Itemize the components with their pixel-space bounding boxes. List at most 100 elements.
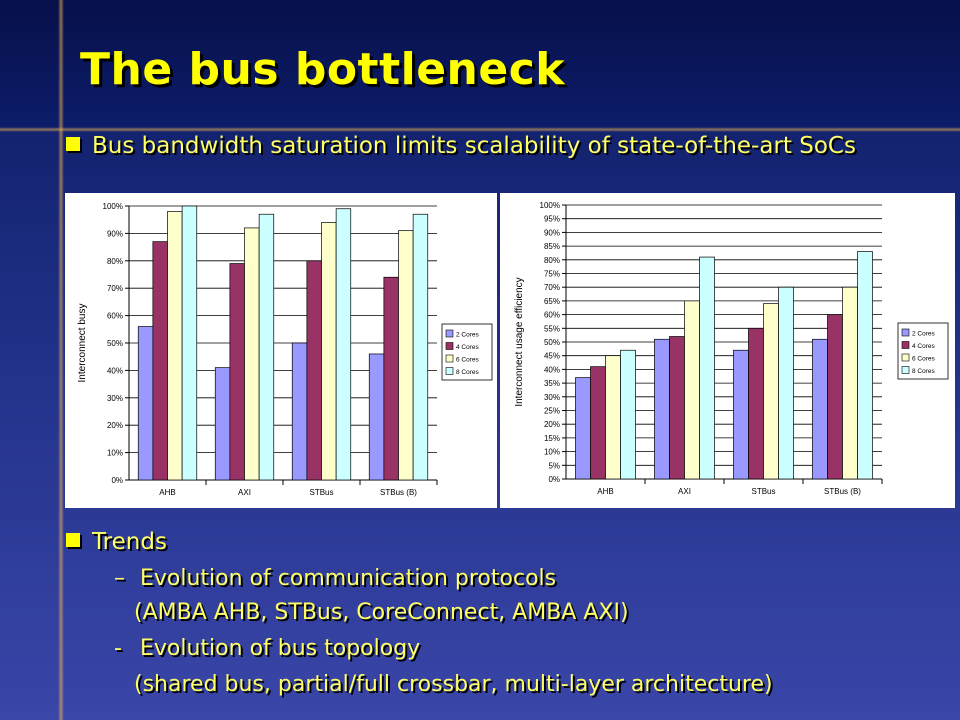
legend-swatch xyxy=(901,341,910,349)
y-tick-label: 15% xyxy=(544,434,560,443)
x-tick-label: AHB xyxy=(159,488,175,497)
y-tick-label: 25% xyxy=(544,407,560,416)
dash-marker: - xyxy=(114,636,122,661)
y-tick-label: 80% xyxy=(107,257,123,266)
legend-label: 6 Cores xyxy=(456,357,480,364)
x-tick-label: STBus (B) xyxy=(380,488,417,497)
y-tick-label: 20% xyxy=(544,420,560,429)
bar xyxy=(590,366,606,480)
y-axis-label: Interconnect busy xyxy=(77,304,88,383)
title-band xyxy=(0,0,960,130)
legend-swatch xyxy=(901,353,910,362)
bar xyxy=(181,205,198,481)
y-tick-label: 95% xyxy=(544,215,560,224)
bar xyxy=(575,377,591,480)
bar xyxy=(244,227,260,481)
chart-efficiency-svg: 0% 5% 10% 15% 20% 25% 30% 35% 40% 45% 50% 55% 60% 65%… xyxy=(514,201,949,496)
legend-label: 8 Cores xyxy=(456,369,480,376)
decorative-horizontal-line xyxy=(0,127,960,132)
y-tick-label: 100% xyxy=(540,201,560,210)
legend-label: 8 Cores xyxy=(912,368,936,375)
bar xyxy=(229,263,245,481)
y-tick-label: 0% xyxy=(548,475,560,484)
x-tick-label: AXI xyxy=(678,487,691,496)
bar xyxy=(699,256,715,480)
bar xyxy=(321,222,337,481)
bar xyxy=(654,338,670,480)
y-tick-label: 60% xyxy=(107,312,123,321)
y-tick-label: 75% xyxy=(544,270,560,279)
bar xyxy=(137,326,154,481)
y-tick-label: 100% xyxy=(103,202,123,211)
bar xyxy=(733,349,749,480)
bullet-main-text: Bus bandwidth saturation limits scalabil… xyxy=(92,133,856,159)
y-tick-label: 50% xyxy=(544,338,560,347)
bar xyxy=(748,327,764,480)
bar xyxy=(620,349,636,480)
bar xyxy=(669,336,685,480)
trend-item-2-line1: Evolution of bus topology xyxy=(140,636,421,661)
y-tick-label: 30% xyxy=(544,393,560,402)
y-tick-label: 0% xyxy=(111,476,123,485)
y-tick-label: 40% xyxy=(544,365,560,374)
y-tick-label: 80% xyxy=(544,256,560,265)
legend-label: 2 Cores xyxy=(912,331,936,338)
bar xyxy=(812,338,828,480)
trend-item-1-detail: (AMBA AHB, STBus, CoreConnect, AMBA AXI) xyxy=(134,600,629,625)
legend-label: 4 Cores xyxy=(456,344,480,351)
y-tick-label: 70% xyxy=(544,283,560,292)
bar xyxy=(827,314,843,480)
bar xyxy=(763,303,779,480)
bar xyxy=(214,367,231,481)
bar xyxy=(258,213,275,481)
chart-usage-efficiency: 0% 5% 10% 15% 20% 25% 30% 35% 40% 45% 50% 55% 60% 65%… xyxy=(500,193,955,508)
x-tick-label: AXI xyxy=(238,488,251,497)
trend-item-2: - Evolution of bus topology xyxy=(114,636,420,661)
legend-swatch xyxy=(445,329,454,338)
chart-interconnect-busy: 0% 10% 20% 30% 40% 50% 60% 70% 80% 90% 100% AHB AXI S… xyxy=(65,193,497,508)
bar xyxy=(167,211,183,481)
legend-label: 4 Cores xyxy=(912,343,936,350)
x-tick-label: STBus xyxy=(309,488,333,497)
bullet-trends-text: Trends xyxy=(92,529,167,555)
bar xyxy=(383,276,399,481)
y-tick-label: 20% xyxy=(107,421,123,430)
legend-label: 6 Cores xyxy=(912,356,936,363)
y-tick-label: 60% xyxy=(544,311,560,320)
bullet-trends: Trends xyxy=(66,529,167,555)
y-tick-label: 35% xyxy=(544,379,560,388)
trend-item-1: – Evolution of communication protocols xyxy=(114,566,556,591)
bar xyxy=(778,286,794,480)
bar xyxy=(605,355,621,480)
legend-swatch xyxy=(445,342,454,350)
y-tick-label: 55% xyxy=(544,324,560,333)
bar xyxy=(335,208,352,481)
x-tick-label: AHB xyxy=(597,487,613,496)
y-tick-label: 65% xyxy=(544,297,560,306)
y-tick-label: 50% xyxy=(107,339,123,348)
decorative-vertical-line xyxy=(58,0,64,720)
dash-marker: – xyxy=(114,566,125,591)
bullet-main: Bus bandwidth saturation limits scalabil… xyxy=(66,133,856,159)
bullet-square-icon xyxy=(66,533,80,547)
y-tick-label: 85% xyxy=(544,242,560,251)
bar xyxy=(684,300,700,480)
legend-swatch xyxy=(901,328,910,337)
chart-busy-svg: 0% 10% 20% 30% 40% 50% 60% 70% 80% 90% 100% AHB AXI S… xyxy=(77,202,493,497)
bar xyxy=(398,230,414,481)
trend-item-1-line1: Evolution of communication protocols xyxy=(140,566,557,591)
y-tick-label: 90% xyxy=(544,228,560,237)
bullet-square-icon xyxy=(66,137,80,151)
legend-swatch xyxy=(445,354,454,363)
legend-label: 2 Cores xyxy=(456,332,480,339)
y-tick-label: 40% xyxy=(107,366,123,375)
bar xyxy=(368,353,385,481)
bar xyxy=(152,241,168,481)
bar xyxy=(412,213,429,481)
y-tick-label: 30% xyxy=(107,394,123,403)
y-axis-label: Interconnect usage efficiency xyxy=(514,277,525,406)
y-tick-label: 70% xyxy=(107,284,123,293)
legend-swatch xyxy=(901,366,910,374)
y-tick-label: 5% xyxy=(548,461,560,470)
y-tick-label: 45% xyxy=(544,352,560,361)
